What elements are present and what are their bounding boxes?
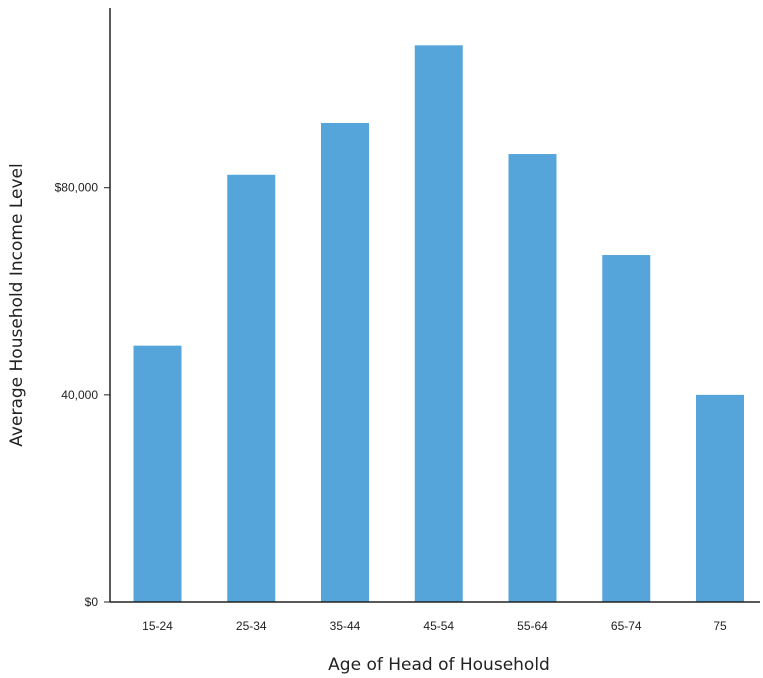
bars-group — [133, 45, 744, 603]
bar-25-34 — [227, 174, 276, 602]
x-tick-label: 25-34 — [236, 619, 267, 633]
y-tick-label: $0 — [85, 595, 99, 609]
x-tick-label: 65-74 — [611, 619, 642, 633]
x-tick-label: 15-24 — [142, 619, 173, 633]
x-tick-label: 55-64 — [517, 619, 548, 633]
bar-65-74 — [602, 255, 651, 603]
bar-15-24 — [133, 345, 182, 602]
x-tick-label: 45-54 — [423, 619, 454, 633]
y-tick-label: $80,000 — [55, 181, 99, 195]
y-tick-label: 40,000 — [61, 388, 98, 402]
y-axis-ticks: $0 40,000 $80,000 — [55, 181, 110, 609]
bar-35-44 — [321, 122, 369, 602]
y-axis-title: Average Household Income Level — [7, 163, 27, 446]
x-tick-label: 75 — [713, 619, 727, 633]
x-axis-title: Age of Head of Household — [328, 655, 550, 675]
bar-55-64 — [508, 154, 557, 602]
x-tick-label: 35-44 — [330, 619, 361, 633]
bar-45-54 — [414, 45, 463, 602]
bar-75 — [696, 394, 744, 602]
x-axis-ticks: 15-24 25-34 35-44 45-54 55-64 65-74 75 — [142, 619, 727, 633]
